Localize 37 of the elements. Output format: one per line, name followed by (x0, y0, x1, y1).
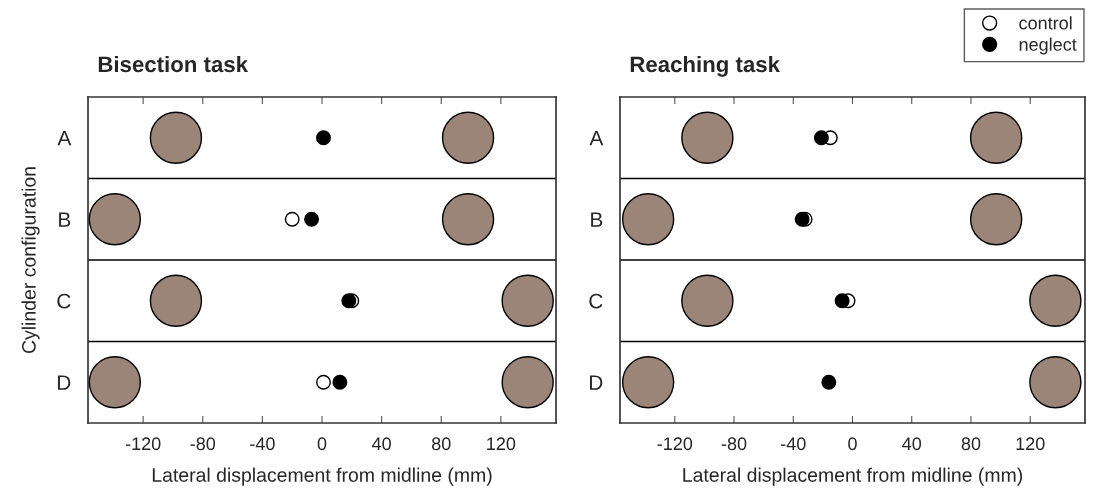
legend-label: neglect (1019, 37, 1077, 55)
x-tick-label: 0 (848, 437, 857, 451)
x-tick-label: -40 (781, 437, 806, 451)
point (316, 130, 331, 146)
point (332, 374, 348, 390)
point (821, 374, 837, 390)
y-tick-label: B (59, 212, 71, 227)
x-axis-title: Lateral displacement from midline (mm) (152, 467, 492, 486)
y-tick-label: A (589, 130, 604, 146)
y-tick-label: D (58, 375, 71, 390)
x-tick-label: -120 (125, 437, 161, 451)
x-tick-label: 80 (961, 437, 981, 451)
x-tick-label: 120 (1016, 437, 1045, 451)
x-tick-label: -80 (190, 437, 216, 451)
x-tick-label: 40 (902, 437, 922, 451)
y-tick-label: A (57, 130, 72, 146)
y-tick-label: B (591, 212, 603, 227)
y-axis-title: Cylinder configuration (21, 167, 40, 354)
chart-title: Bisection task (98, 55, 249, 73)
x-tick-label: 0 (317, 437, 327, 451)
x-axis-title: Lateral displacement from midline (mm) (683, 467, 1023, 486)
chart-title: Reaching task (630, 55, 780, 77)
point (813, 130, 829, 146)
x-tick-label: 80 (431, 437, 451, 451)
x-tick-label: 120 (487, 437, 516, 451)
y-tick-label: D (590, 375, 603, 390)
y-tick-label: C (57, 293, 71, 309)
point (834, 293, 850, 309)
point (284, 211, 300, 227)
point (304, 211, 320, 227)
point (316, 374, 331, 390)
x-tick-label: 40 (371, 437, 391, 451)
y-tick-label: C (589, 293, 603, 309)
x-tick-label: -80 (721, 437, 747, 451)
x-tick-label: -40 (250, 437, 275, 451)
legend-label: control (1019, 16, 1072, 30)
x-tick-label: -120 (657, 437, 693, 451)
